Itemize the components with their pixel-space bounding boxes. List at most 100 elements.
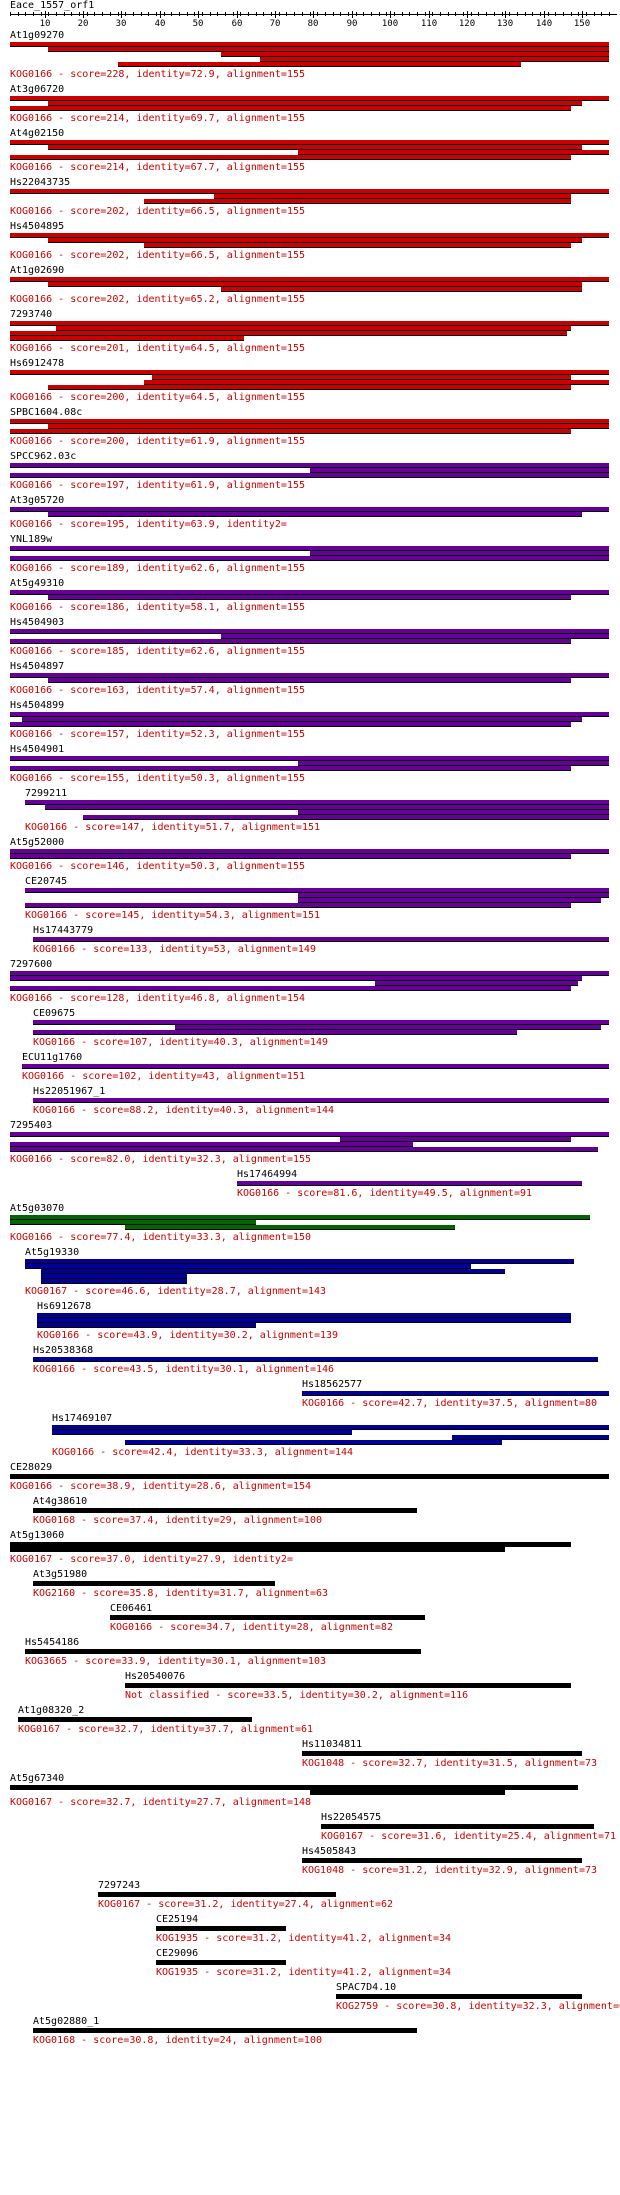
alignment-bar[interactable] [10, 155, 571, 160]
hit-name[interactable]: Hs5454186 [25, 1637, 80, 1648]
hit-name[interactable]: SPBC1604.08c [10, 407, 83, 418]
alignment-bar[interactable] [48, 512, 582, 517]
hit-name[interactable]: At3g05720 [10, 495, 65, 506]
alignment-bar[interactable] [10, 546, 609, 551]
alignment-bar[interactable] [10, 336, 244, 341]
alignment-bar[interactable] [25, 800, 609, 805]
alignment-bar[interactable] [298, 150, 609, 155]
alignment-bar[interactable] [110, 1615, 425, 1620]
hit-name[interactable]: At5g49310 [10, 578, 65, 589]
alignment-bar[interactable] [48, 385, 571, 390]
hit-name[interactable]: 7297600 [10, 959, 53, 970]
hit-name[interactable]: CE25194 [156, 1914, 199, 1925]
hit-name[interactable]: At5g13060 [10, 1530, 65, 1541]
hit-name[interactable]: Hs20540076 [125, 1671, 186, 1682]
alignment-bar[interactable] [56, 326, 571, 331]
alignment-bar[interactable] [10, 429, 571, 434]
alignment-bar[interactable] [298, 761, 609, 766]
alignment-bar[interactable] [10, 590, 609, 595]
hit-name[interactable]: At1g08320_2 [18, 1705, 85, 1716]
hit-name[interactable]: Hs22043735 [10, 177, 71, 188]
alignment-bar[interactable] [10, 96, 609, 101]
alignment-bar[interactable] [33, 1020, 609, 1025]
alignment-bar[interactable] [33, 1581, 275, 1586]
alignment-bar[interactable] [33, 1030, 517, 1035]
alignment-bar[interactable] [10, 986, 571, 991]
alignment-bar[interactable] [144, 243, 571, 248]
alignment-bar[interactable] [302, 1858, 582, 1863]
alignment-bar[interactable] [10, 1132, 609, 1137]
alignment-bar[interactable] [10, 1215, 590, 1220]
alignment-bar[interactable] [52, 1425, 609, 1430]
hit-name[interactable]: ECU11g1760 [22, 1052, 83, 1063]
alignment-bar[interactable] [310, 1790, 505, 1795]
alignment-bar[interactable] [25, 903, 571, 908]
alignment-bar[interactable] [10, 971, 609, 976]
hit-name[interactable]: Hs20538368 [33, 1345, 94, 1356]
alignment-bar[interactable] [452, 1435, 609, 1440]
alignment-bar[interactable] [214, 194, 571, 199]
alignment-bar[interactable] [302, 1391, 609, 1396]
alignment-bar[interactable] [10, 1142, 413, 1147]
alignment-bar[interactable] [33, 1098, 609, 1103]
alignment-bar[interactable] [10, 1147, 598, 1152]
alignment-bar[interactable] [33, 937, 609, 942]
hit-name[interactable]: Hs17469107 [52, 1413, 113, 1424]
hit-name[interactable]: At5g03070 [10, 1203, 65, 1214]
hit-name[interactable]: Hs18562577 [302, 1379, 363, 1390]
alignment-bar[interactable] [33, 1357, 598, 1362]
hit-name[interactable]: At3g51980 [33, 1569, 88, 1580]
hit-name[interactable]: Hs4504895 [10, 221, 65, 232]
hit-name[interactable]: At3g06720 [10, 84, 65, 95]
hit-name[interactable]: 7297243 [98, 1880, 141, 1891]
alignment-bar[interactable] [125, 1440, 502, 1445]
alignment-bar[interactable] [10, 473, 609, 478]
alignment-bar[interactable] [48, 145, 582, 150]
alignment-bar[interactable] [125, 1683, 571, 1688]
hit-name[interactable]: At4g02150 [10, 128, 65, 139]
alignment-bar[interactable] [175, 1025, 601, 1030]
alignment-bar[interactable] [10, 976, 582, 981]
alignment-bar[interactable] [22, 1064, 609, 1069]
alignment-bar[interactable] [25, 1264, 471, 1269]
alignment-bar[interactable] [41, 1279, 187, 1284]
alignment-bar[interactable] [45, 805, 609, 810]
hit-name[interactable]: At5g02880_1 [33, 2016, 100, 2027]
alignment-bar[interactable] [48, 282, 582, 287]
alignment-bar[interactable] [10, 321, 609, 326]
alignment-bar[interactable] [41, 1269, 505, 1274]
hit-name[interactable]: At1g09270 [10, 30, 65, 41]
alignment-bar[interactable] [260, 57, 609, 62]
alignment-bar[interactable] [10, 766, 571, 771]
alignment-bar[interactable] [10, 419, 609, 424]
hit-name[interactable]: Hs6912478 [10, 358, 65, 369]
hit-name[interactable]: 7299211 [25, 788, 68, 799]
alignment-bar[interactable] [375, 981, 578, 986]
alignment-bar[interactable] [10, 712, 609, 717]
alignment-bar[interactable] [10, 1547, 505, 1552]
alignment-bar[interactable] [10, 277, 609, 282]
alignment-bar[interactable] [10, 331, 567, 336]
alignment-bar[interactable] [10, 629, 609, 634]
alignment-bar[interactable] [10, 189, 609, 194]
alignment-bar[interactable] [10, 556, 609, 561]
hit-name[interactable]: Hs4504899 [10, 700, 65, 711]
alignment-bar[interactable] [221, 287, 582, 292]
alignment-bar[interactable] [48, 595, 571, 600]
alignment-bar[interactable] [25, 1649, 421, 1654]
alignment-bar[interactable] [10, 42, 609, 47]
alignment-bar[interactable] [10, 1220, 256, 1225]
alignment-bar[interactable] [10, 722, 571, 727]
alignment-bar[interactable] [48, 424, 609, 429]
alignment-bar[interactable] [25, 888, 609, 893]
hit-name[interactable]: Hs22054575 [321, 1812, 382, 1823]
alignment-bar[interactable] [22, 717, 582, 722]
alignment-bar[interactable] [156, 1926, 286, 1931]
alignment-bar[interactable] [302, 1751, 582, 1756]
alignment-bar[interactable] [10, 463, 609, 468]
alignment-bar[interactable] [10, 756, 609, 761]
alignment-bar[interactable] [18, 1717, 252, 1722]
alignment-bar[interactable] [221, 634, 609, 639]
alignment-bar[interactable] [10, 106, 571, 111]
alignment-bar[interactable] [10, 673, 609, 678]
